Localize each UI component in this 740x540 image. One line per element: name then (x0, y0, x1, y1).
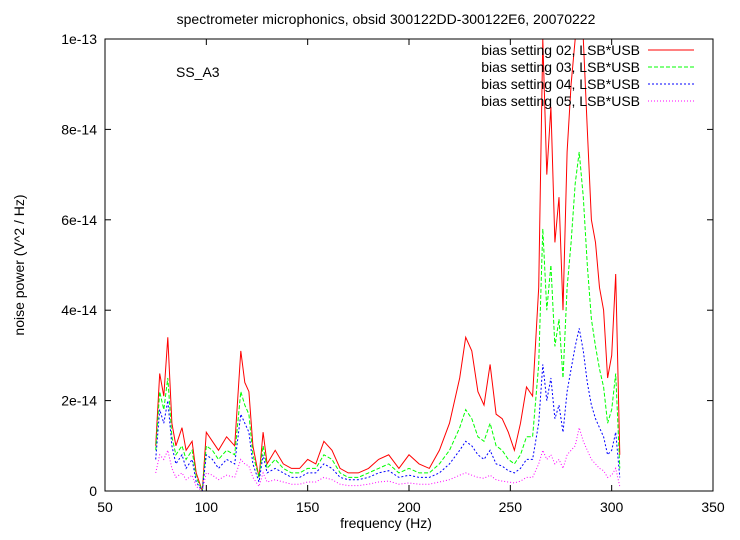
x-tick-label: 200 (397, 499, 421, 515)
legend-label: bias setting 02, LSB*USB (481, 42, 640, 58)
series-layer (155, 39, 621, 491)
legend-label: bias setting 04, LSB*USB (481, 76, 640, 92)
legend-label: bias setting 03, LSB*USB (481, 59, 640, 75)
y-axis: 0 2e-14 4e-14 6e-14 8e-14 1e-13 (61, 31, 713, 499)
y-tick-label: 1e-13 (61, 31, 97, 47)
series-line-3 (155, 328, 621, 491)
x-axis: 50 100 150 200 250 300 350 (97, 39, 725, 515)
chart-title: spectrometer microphonics, obsid 300122D… (177, 11, 596, 27)
x-tick-label: 100 (195, 499, 219, 515)
y-tick-label: 6e-14 (61, 212, 97, 228)
x-tick-label: 350 (701, 499, 725, 515)
x-axis-label: frequency (Hz) (340, 515, 432, 531)
y-tick-label: 8e-14 (61, 121, 97, 137)
y-tick-label: 4e-14 (61, 302, 97, 318)
y-axis-label: noise power (V^2 / Hz) (11, 194, 27, 335)
y-tick-label: 0 (89, 483, 97, 499)
x-tick-label: 300 (600, 499, 624, 515)
x-tick-label: 50 (97, 499, 113, 515)
x-tick-label: 250 (499, 499, 523, 515)
series-line-1 (155, 39, 621, 491)
series-line-2 (155, 151, 621, 491)
series-line-4 (155, 425, 621, 491)
legend-label: bias setting 05, LSB*USB (481, 93, 640, 109)
y-tick-label: 2e-14 (61, 393, 97, 409)
x-tick-label: 150 (296, 499, 320, 515)
plot-annotation: SS_A3 (176, 64, 220, 80)
